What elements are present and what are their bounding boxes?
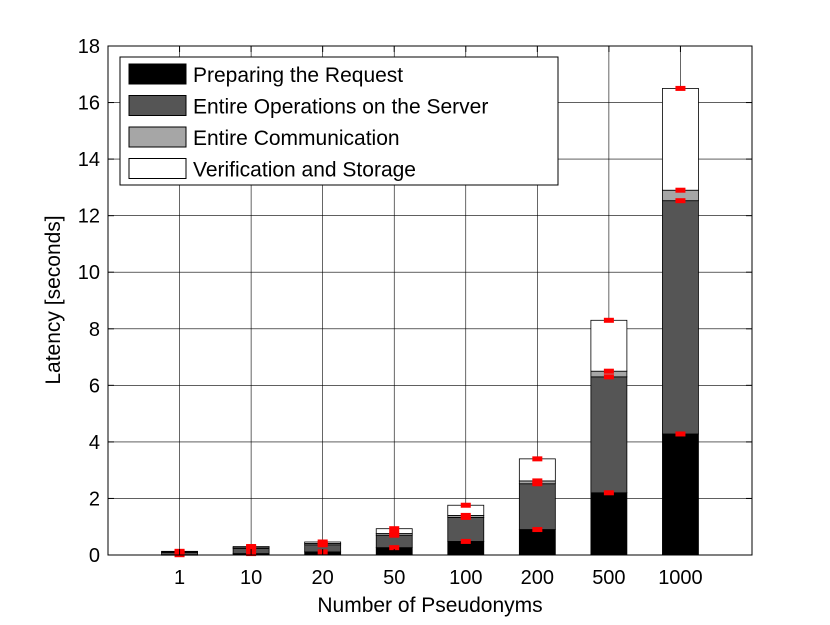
legend: Preparing the Request Entire Operations o… xyxy=(119,56,559,186)
error-marker xyxy=(246,544,257,550)
error-marker xyxy=(603,317,614,323)
x-tick-label: 1000 xyxy=(658,567,703,589)
legend-label: Entire Operations on the Server xyxy=(193,96,488,119)
error-marker xyxy=(532,478,543,484)
bar-segment xyxy=(518,483,556,530)
axes-layer: 0 2 4 6 8 10 12 14 16 18 1 10 20 50 100 200 500 1000 xyxy=(78,36,753,589)
x-tick-label: 100 xyxy=(449,567,482,589)
legend-swatch xyxy=(128,126,187,148)
x-tick-label: 500 xyxy=(592,567,625,589)
y-tick-label: 4 xyxy=(89,432,100,454)
x-tick-label: 50 xyxy=(383,567,405,589)
legend-box xyxy=(119,56,559,186)
error-marker xyxy=(389,531,400,537)
bar-segment xyxy=(590,319,628,372)
error-marker xyxy=(675,85,686,91)
error-marker xyxy=(603,368,614,374)
legend-swatch xyxy=(128,95,187,116)
error-marker xyxy=(460,512,471,518)
error-marker xyxy=(317,539,328,545)
plot-frame xyxy=(107,45,753,556)
bar-segment xyxy=(662,88,699,191)
y-tick-label: 18 xyxy=(78,36,100,58)
error-marker xyxy=(675,431,686,437)
error-marker xyxy=(675,198,686,204)
error-marker xyxy=(389,526,400,532)
x-tick-label: 20 xyxy=(312,567,334,589)
error-marker xyxy=(532,481,543,487)
x-tick-label: 10 xyxy=(240,567,262,589)
error-marker xyxy=(532,456,543,462)
error-marker xyxy=(603,490,614,496)
legend-swatch xyxy=(128,158,187,179)
y-tick-label: 2 xyxy=(89,488,100,510)
bar-segment xyxy=(662,433,699,556)
y-tick-label: 10 xyxy=(78,262,100,284)
legend-label: Entire Communication xyxy=(193,127,400,150)
error-marker xyxy=(389,545,400,551)
y-tick-label: 6 xyxy=(89,375,100,397)
y-tick-label: 0 xyxy=(89,545,100,567)
y-tick-label: 16 xyxy=(78,93,100,115)
y-axis-label: Latency [seconds] xyxy=(42,215,65,384)
bar-segment xyxy=(662,200,699,435)
error-marker xyxy=(675,187,686,193)
y-tick-label: 14 xyxy=(78,149,100,171)
x-tick-label: 1 xyxy=(174,567,185,589)
x-tick-label: 200 xyxy=(521,567,554,589)
y-tick-label: 8 xyxy=(89,319,100,341)
bar-segment xyxy=(590,492,628,556)
bar-segment xyxy=(447,516,485,542)
y-tick-label: 12 xyxy=(78,206,100,228)
bar-segment xyxy=(518,458,556,482)
legend-swatch xyxy=(128,63,187,85)
legend-label: Verification and Storage xyxy=(193,159,416,182)
error-marker xyxy=(532,527,543,533)
error-marker xyxy=(460,538,471,544)
error-marker xyxy=(603,374,614,380)
bar-segment xyxy=(590,376,628,494)
legend-label: Preparing the Request xyxy=(193,64,403,87)
x-axis-label: Number of Pseudonyms xyxy=(317,594,542,617)
error-marker xyxy=(460,502,471,508)
